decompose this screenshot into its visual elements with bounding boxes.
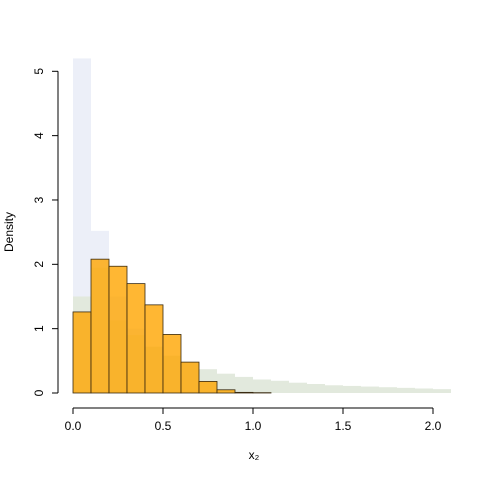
- x-tick-label: 2.0: [425, 419, 442, 433]
- histogram-bar: [307, 383, 325, 393]
- histogram-bar: [90, 258, 110, 394]
- y-tick-label: 4: [32, 132, 46, 139]
- x-tick-label: 0.5: [155, 419, 172, 433]
- y-axis-label: Density: [2, 212, 16, 252]
- x-tick-label: 1.5: [335, 419, 352, 433]
- histogram-bar: [415, 388, 433, 393]
- histogram-bar: [162, 334, 182, 394]
- histogram-bar: [253, 379, 271, 393]
- y-tick-label: 0: [32, 389, 46, 396]
- histogram-bar: [379, 387, 397, 393]
- y-tick-label: 1: [32, 325, 46, 332]
- y-tick-label: 2: [32, 261, 46, 268]
- histogram-bar: [72, 311, 92, 394]
- histogram-bar: [343, 385, 361, 393]
- histogram-bar: [217, 373, 235, 393]
- histogram-bar: [234, 391, 254, 394]
- histogram-bar: [198, 381, 218, 394]
- y-tick-label: 5: [32, 68, 46, 75]
- histogram-bar: [325, 385, 343, 393]
- histogram-bar: [235, 376, 253, 393]
- histogram-bar: [126, 283, 146, 394]
- histogram-bar: [108, 265, 128, 394]
- histogram-bar: [433, 389, 451, 393]
- histogram-bar: [361, 386, 379, 393]
- histogram-bar: [289, 382, 307, 393]
- histogram-bar: [144, 304, 164, 394]
- histogram-bar: [216, 389, 236, 394]
- histogram-bar: [397, 387, 415, 393]
- x-tick-label: 1.0: [245, 419, 262, 433]
- histogram-bar: [271, 380, 289, 393]
- x-axis-label: x₂: [249, 448, 260, 462]
- histogram-bar: [180, 361, 200, 394]
- x-tick-label: 0.0: [65, 419, 82, 433]
- y-tick-label: 3: [32, 196, 46, 203]
